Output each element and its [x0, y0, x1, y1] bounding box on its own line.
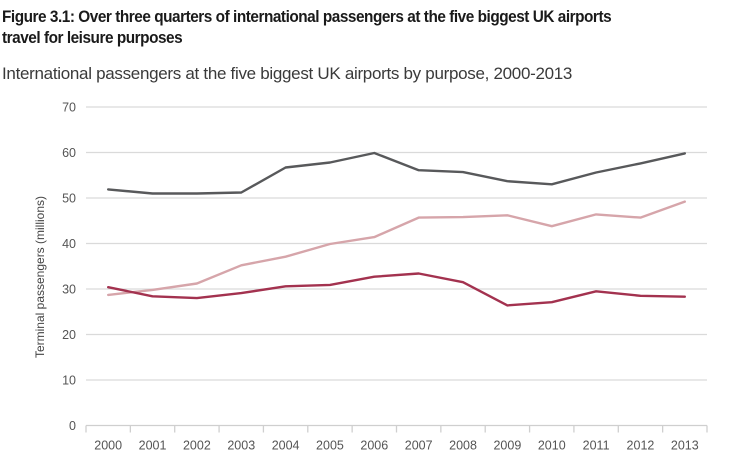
x-tick-label: 2005	[316, 439, 344, 453]
figure-title: Figure 3.1: Over three quarters of inter…	[2, 7, 690, 49]
y-tick-label: 50	[62, 192, 76, 206]
y-tick-label: 40	[62, 237, 76, 251]
y-tick-label: 20	[62, 328, 76, 342]
x-axis: 2000 2001 2002 2003 2004 2005 2006 2007 2008 2009…	[85, 424, 708, 453]
y-tick-label: 60	[62, 146, 76, 160]
y-axis-tick-labels: 0 10 20 30 40 50 60 70	[62, 101, 76, 434]
x-tick-label: 2007	[405, 439, 433, 453]
x-tick-label: 2012	[627, 439, 655, 453]
series-lines	[106, 151, 686, 307]
x-tick-label: 2009	[493, 439, 521, 453]
y-tick-label: 30	[62, 283, 76, 297]
x-tick-label: 2001	[139, 439, 167, 453]
x-tick-label: 2010	[538, 439, 566, 453]
x-tick-label: 2011	[583, 439, 610, 453]
x-tick-label: 2006	[360, 439, 388, 453]
x-tick-label: 2013	[671, 439, 699, 453]
x-tick-label: 2004	[272, 439, 300, 453]
x-tick-label: 2002	[183, 439, 211, 453]
x-tick-label: 2008	[449, 439, 477, 453]
figure-title-line-1: Figure 3.1: Over three quarters of inter…	[2, 8, 612, 26]
x-tick-label: 2000	[94, 439, 122, 453]
series-line	[106, 272, 686, 307]
series-2	[106, 200, 686, 297]
x-tick-label: 2003	[227, 439, 255, 453]
y-tick-label: 70	[62, 101, 76, 115]
figure-title-line-2: travel for leisure purposes	[2, 29, 183, 47]
chart-subtitle: International passengers at the five big…	[2, 64, 573, 83]
gridlines	[86, 106, 707, 381]
y-tick-label: 10	[62, 374, 76, 388]
y-axis-label: Terminal passengers (millions)	[33, 196, 47, 358]
series-1	[106, 151, 686, 195]
series-3	[106, 272, 686, 307]
y-tick-label: 0	[69, 419, 76, 433]
series-line	[106, 200, 686, 297]
series-line	[106, 151, 686, 195]
